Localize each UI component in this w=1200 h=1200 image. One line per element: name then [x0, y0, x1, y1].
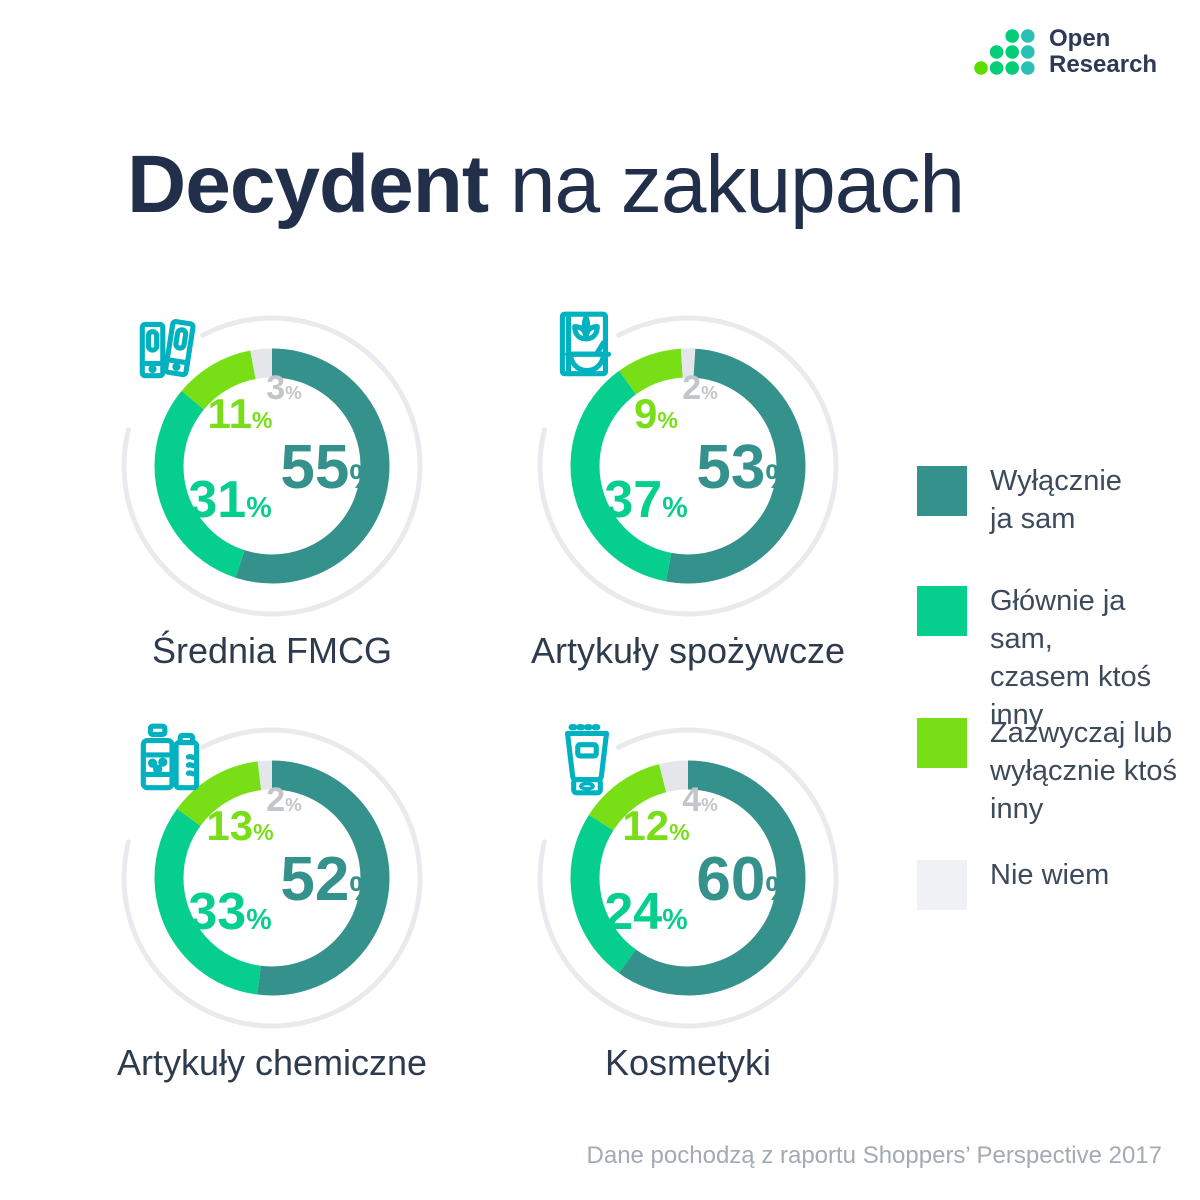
donut-svg	[121, 727, 423, 1029]
percent-label: 4%	[682, 781, 718, 819]
legend-swatch	[917, 860, 967, 910]
percent-sign: %	[251, 407, 273, 433]
page-title-bold: Decydent	[127, 139, 489, 230]
logo-dot	[1021, 29, 1035, 43]
donut-chart-artykuly-spozywcze: 53% 37% 9% 2% Artykuły spożywcze	[508, 286, 868, 681]
chart-caption: Średnia FMCG	[151, 630, 393, 671]
logo-dot	[1005, 29, 1019, 43]
percent-label: 13%	[206, 802, 274, 849]
donut-segment	[570, 348, 806, 584]
donut-chart-artykuly-chemiczne: 52% 33% 13% 2% Artykuły chemiczne	[92, 698, 452, 1093]
logo-dots-icon	[974, 29, 1035, 75]
donut-segment	[154, 760, 390, 996]
legend-label: Głównie ja sam, czasem ktoś inny	[990, 585, 1152, 731]
percent-sign: %	[349, 458, 380, 496]
percent-label: 12%	[622, 802, 690, 849]
page-title: Decydent na zakupach	[127, 138, 965, 232]
percent-label: 53%	[696, 433, 796, 502]
percent-sign: %	[246, 492, 272, 524]
percent-sign: %	[765, 870, 796, 908]
percent-sign: %	[765, 458, 796, 496]
donut-svg	[537, 727, 839, 1029]
percent-label: 60%	[696, 845, 796, 914]
legend-swatch	[917, 466, 967, 516]
legend-label: Zazwyczaj lub wyłącznie ktoś inny	[990, 717, 1177, 825]
donut-segment	[154, 348, 390, 584]
donut-svg	[537, 315, 839, 617]
binders-icon	[139, 319, 196, 379]
percent-sign: %	[253, 819, 274, 845]
logo-dot	[989, 45, 1004, 59]
percent-sign: %	[285, 794, 302, 815]
chart-caption: Artykuły spożywcze	[530, 630, 846, 671]
percent-sign: %	[285, 382, 302, 403]
cosmetic-tube-icon	[564, 724, 610, 796]
percent-label: 3%	[266, 369, 302, 407]
donut-segment	[570, 348, 806, 584]
decorative-ring	[121, 727, 423, 1029]
source-footnote: Dane pochodzą z raportu Shoppers’ Perspe…	[586, 1142, 1162, 1169]
percent-sign: %	[349, 870, 380, 908]
logo-dot	[989, 61, 1004, 75]
percent-sign: %	[662, 904, 688, 936]
donut-svg	[121, 315, 423, 617]
legend-label: Wyłącznie ja sam	[990, 465, 1122, 535]
logo-text-line1: Open	[1049, 25, 1111, 52]
cereal-icon	[559, 311, 612, 377]
percent-sign: %	[701, 382, 718, 403]
donut-segment	[154, 348, 390, 584]
legend: Wyłącznie ja sam Głównie ja sam, czasem …	[917, 465, 1187, 926]
percent-label: 55%	[280, 433, 380, 502]
percent-sign: %	[657, 407, 678, 433]
percent-label: 37%	[604, 471, 688, 529]
percent-label: 2%	[266, 781, 302, 819]
logo-dot	[1005, 61, 1019, 75]
logo-dot	[1021, 61, 1035, 75]
percent-label: 9%	[634, 390, 678, 437]
percent-sign: %	[701, 794, 718, 815]
percent-label: 33%	[188, 883, 272, 941]
open-research-logo: Open Research	[973, 26, 1157, 82]
donut-chart-srednia-fmcg: 55% 31% 11% 3% Średnia FMCG	[92, 286, 452, 681]
donut-segment	[154, 760, 390, 996]
percent-label: 52%	[280, 845, 380, 914]
bottles-icon	[140, 723, 200, 791]
percent-label: 31%	[188, 471, 272, 529]
logo-text: Open Research	[1049, 26, 1157, 78]
decorative-ring	[537, 727, 839, 1029]
logo-dot	[1021, 45, 1035, 59]
legend-label: Nie wiem	[990, 859, 1110, 891]
legend-swatch	[917, 718, 967, 768]
percent-sign: %	[662, 492, 688, 524]
donut-segment	[570, 760, 806, 996]
decorative-ring	[121, 315, 423, 617]
decorative-ring	[537, 315, 839, 617]
logo-dot	[974, 61, 988, 75]
percent-sign: %	[246, 904, 272, 936]
percent-label: 2%	[682, 369, 718, 407]
percent-label: 24%	[604, 883, 688, 941]
page-title-light: na zakupach	[488, 139, 965, 230]
percent-label: 11%	[207, 390, 273, 437]
logo-text-line2: Research	[1049, 51, 1158, 78]
percent-sign: %	[669, 819, 690, 845]
legend-swatch	[917, 586, 967, 636]
chart-caption: Artykuły chemiczne	[116, 1042, 428, 1083]
donut-segment	[570, 760, 806, 996]
donut-chart-kosmetyki: 60% 24% 12% 4% Kosmetyki	[508, 698, 868, 1093]
logo-dot	[1005, 45, 1019, 59]
chart-caption: Kosmetyki	[604, 1042, 772, 1083]
